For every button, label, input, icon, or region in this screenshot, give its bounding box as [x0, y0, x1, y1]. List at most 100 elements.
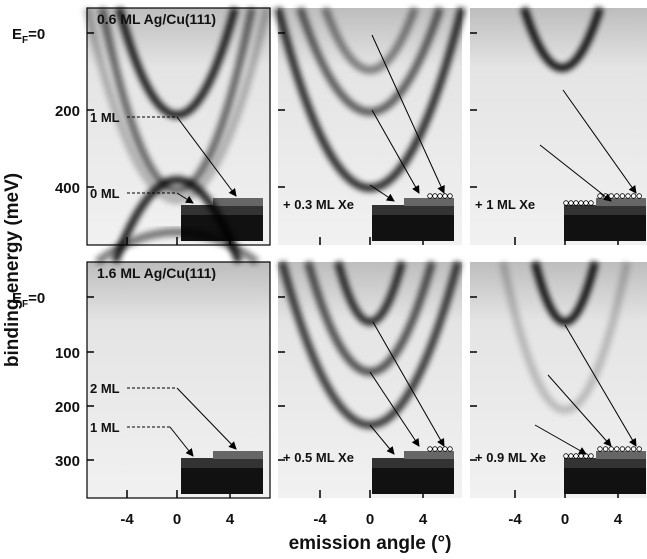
inset-substrate	[372, 215, 454, 241]
band	[83, 7, 271, 204]
tick-part: E	[12, 290, 22, 307]
tick-part: F	[22, 299, 28, 310]
x-tick-label: 0	[173, 511, 181, 528]
xe-atom	[625, 446, 631, 452]
band	[115, 6, 239, 119]
arrow	[547, 374, 612, 447]
xe-atom	[432, 446, 438, 452]
xe-atom	[563, 200, 569, 206]
tick-part: E	[12, 26, 22, 43]
xe-atom	[442, 446, 448, 452]
inset-layer	[372, 458, 454, 468]
arrow	[369, 184, 395, 202]
panel: 0.6 ML Ag/Cu(111) 1 ML 0 ML	[83, 6, 271, 246]
panel: 1.6 ML Ag/Cu(111) 2 ML 1 ML	[86, 176, 271, 499]
xe-atom	[447, 446, 453, 452]
band	[278, 260, 462, 429]
xe-atom	[630, 446, 637, 452]
xe-atom	[625, 193, 631, 199]
y-tick-label: EF=0	[12, 26, 45, 46]
x-tick-label: 0	[366, 511, 374, 528]
xe-atom	[573, 200, 579, 206]
xe-atom	[608, 193, 614, 199]
arrow	[534, 424, 587, 455]
inset-step	[596, 451, 646, 459]
xe-atom	[597, 446, 603, 452]
inset-layer	[564, 458, 646, 468]
arrow	[371, 109, 420, 194]
panel: + 0.5 ML Xe	[278, 260, 462, 498]
x-tick-label: -4	[120, 511, 134, 528]
x-tick-label: -4	[313, 511, 327, 528]
inset-layer	[181, 458, 263, 468]
x-tick-label: 0	[561, 511, 569, 528]
xe-atom	[578, 200, 584, 206]
inset-layer	[564, 205, 646, 215]
xe-atom	[437, 446, 443, 452]
panel-label: + 0.9 ML Xe	[475, 450, 546, 465]
xe-atom	[619, 193, 626, 199]
x-tick-label: 4	[419, 511, 428, 528]
xe-atom	[630, 193, 637, 199]
xe-atom	[568, 453, 574, 459]
annotation: 1 ML	[90, 110, 120, 125]
inset-layer	[372, 205, 454, 215]
panel-label: 1.6 ML Ag/Cu(111)	[97, 265, 216, 281]
arrow	[369, 371, 420, 447]
inset-substrate	[564, 215, 646, 241]
arrow	[176, 116, 237, 197]
panel-frame	[86, 7, 271, 246]
panel: + 0.3 ML Xe	[274, 6, 466, 245]
x-tick-label: 4	[226, 511, 235, 528]
panel-frame	[86, 261, 271, 499]
xe-atom	[427, 193, 433, 199]
y-tick-label: 300	[55, 453, 80, 470]
panel-label: 0.6 ML Ag/Cu(111)	[97, 11, 216, 27]
x-tick-label: -4	[508, 511, 522, 528]
arrow	[539, 144, 612, 202]
xe-atom	[573, 453, 579, 459]
band	[304, 260, 436, 376]
xe-atom	[588, 200, 594, 206]
arrow	[371, 34, 445, 194]
annotation: 1 ML	[90, 420, 120, 435]
arrow	[564, 324, 637, 447]
x-axis-label: emission angle (°)	[289, 533, 452, 554]
xe-atom	[427, 446, 433, 452]
tick-part: F	[22, 35, 28, 46]
inset-step	[404, 198, 454, 206]
xe-atom	[583, 200, 589, 206]
xe-atom	[447, 193, 453, 199]
annotation: 2 ML	[90, 381, 120, 396]
inset-step	[404, 451, 454, 459]
xe-atom	[597, 193, 603, 199]
xe-atom	[614, 446, 620, 452]
inset-layer	[181, 205, 263, 215]
band	[98, 7, 256, 194]
y-tick-label: 200	[55, 399, 80, 416]
arrow	[176, 387, 237, 450]
band	[531, 261, 599, 326]
inset-step	[213, 198, 263, 206]
arrow	[369, 424, 395, 455]
xe-atom	[636, 193, 642, 199]
xe-atom	[432, 193, 438, 199]
xe-atom	[578, 453, 584, 459]
y-tick-label: 100	[55, 345, 80, 362]
band	[499, 261, 631, 414]
xe-atom	[619, 446, 626, 452]
tick-part: =0	[28, 26, 45, 43]
band	[296, 6, 444, 116]
y-tick-label: 400	[55, 180, 80, 197]
band	[94, 228, 260, 266]
inset-substrate	[564, 468, 646, 494]
arrow	[372, 321, 445, 447]
arrow	[176, 192, 194, 204]
xe-atom	[442, 193, 448, 199]
xe-atom	[602, 446, 609, 452]
y-tick-label: EF=0	[12, 290, 45, 310]
panel: + 0.9 ML Xe	[470, 261, 647, 498]
xe-atom	[588, 453, 594, 459]
inset-substrate	[181, 468, 263, 494]
